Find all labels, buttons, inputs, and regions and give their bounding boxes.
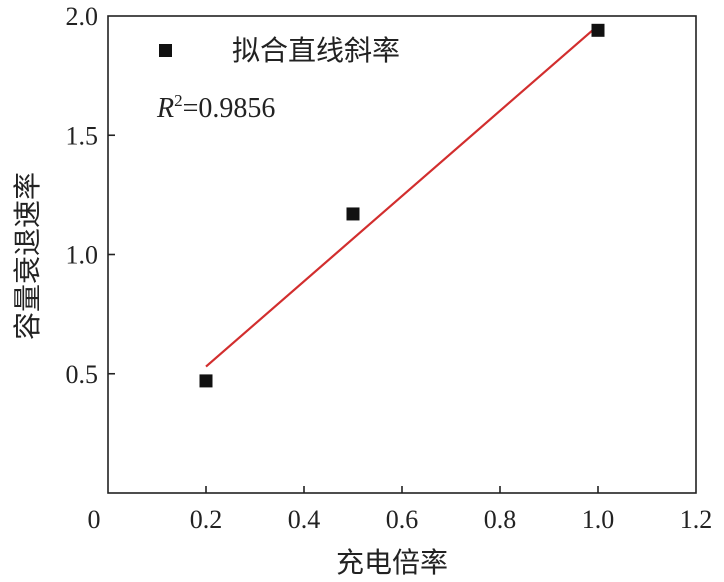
legend: 拟合直线斜率 — [159, 34, 400, 67]
x-tick-label: 0.8 — [484, 505, 517, 534]
y-tick-label: 1.5 — [66, 121, 99, 150]
plot-frame — [107, 15, 697, 494]
y-axis-title: 容量衰退速率 — [11, 172, 44, 340]
x-tick-label: 0.4 — [288, 505, 321, 534]
x-axis-title: 充电倍率 — [336, 546, 448, 579]
x-tick-label: 0 — [88, 505, 101, 534]
data-points — [199, 23, 605, 388]
x-tick-label: 1.0 — [582, 505, 615, 534]
y-axis-ticks: 0.5 1.0 1.5 2.0 — [66, 2, 115, 389]
x-tick-label: 0.6 — [386, 505, 419, 534]
legend-label: 拟合直线斜率 — [232, 34, 400, 67]
fit-line — [205, 24, 599, 368]
data-point — [346, 207, 360, 221]
r-squared-annotation: R2=0.9856 — [156, 91, 275, 124]
y-tick-label: 2.0 — [66, 2, 99, 31]
r-squared-value: =0.9856 — [183, 93, 276, 124]
data-point — [591, 23, 605, 37]
y-tick-label: 0.5 — [66, 360, 99, 389]
x-tick-label: 1.2 — [680, 505, 713, 534]
x-tick-label: 0.2 — [190, 505, 223, 534]
legend-marker-square — [159, 44, 172, 57]
y-tick-label: 1.0 — [66, 241, 99, 270]
data-point — [199, 374, 213, 388]
x-axis-ticks: 0 0.2 0.4 0.6 0.8 1.0 1.2 — [88, 486, 713, 534]
r-symbol: R — [156, 93, 174, 124]
r-superscript: 2 — [174, 91, 183, 110]
